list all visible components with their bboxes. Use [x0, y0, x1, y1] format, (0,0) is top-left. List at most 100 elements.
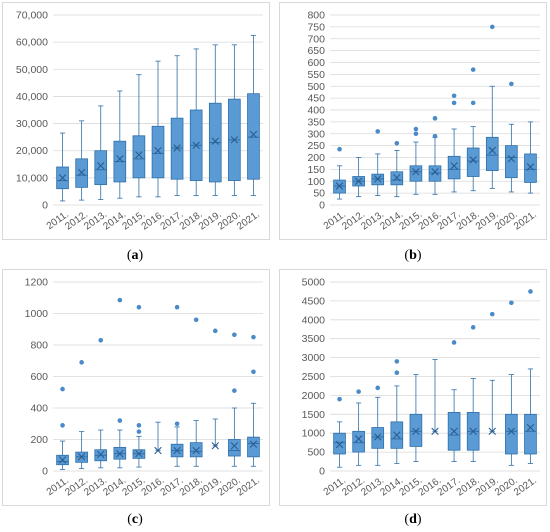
- chart-panel-b: 0 50 100 150 200 250 300 350 400 450 500 550 600 650 7…: [279, 2, 547, 240]
- outlier-point: [193, 317, 199, 323]
- mean-marker: [526, 423, 535, 432]
- mean-marker: [507, 154, 516, 163]
- box-2021: [247, 34, 260, 196]
- y-tick-label: 1500: [302, 409, 326, 421]
- outlier-point: [232, 388, 237, 393]
- outlier-point: [432, 133, 438, 139]
- box-2019: [211, 328, 219, 450]
- outlier-point: [489, 24, 495, 30]
- box-2020: [228, 332, 241, 467]
- box-body: [189, 442, 203, 458]
- caption-d-label: d: [409, 512, 417, 527]
- y-tick-label: 200: [307, 152, 325, 164]
- outlier-point: [509, 81, 514, 87]
- box-body: [505, 413, 518, 455]
- mean-marker: [393, 431, 401, 439]
- mean-marker: [412, 427, 420, 436]
- box-2017: [447, 93, 461, 193]
- box-body: [447, 155, 461, 180]
- outlier-point: [489, 311, 495, 317]
- mean-marker: [249, 440, 258, 448]
- outlier-point: [98, 337, 104, 343]
- mean-marker: [58, 456, 67, 464]
- box-body: [524, 153, 537, 183]
- y-tick-label: 4500: [302, 295, 326, 307]
- mean-marker: [97, 450, 105, 459]
- y-tick-label: 0: [42, 466, 48, 478]
- outlier-point: [136, 304, 142, 310]
- outlier-point: [470, 100, 476, 106]
- box-2016: [431, 359, 439, 436]
- chart-panel-a: 0 10,000 20,000 30,000 40,000 50,000 60,000 70,…: [2, 2, 270, 240]
- box-2015: [132, 74, 146, 198]
- mean-marker: [431, 168, 439, 176]
- y-tick-label: 150: [307, 164, 325, 176]
- box-2015: [409, 126, 423, 195]
- box-body: [485, 136, 499, 171]
- y-tick-label: 600: [30, 371, 48, 383]
- box-2013: [371, 385, 385, 466]
- y-tick-label: 1000: [302, 428, 326, 440]
- outlier-point: [136, 429, 142, 434]
- chart-svg-d: 0 500 1000 1500 2000 2500 3000 3500 4000 4500 5000…: [302, 277, 540, 498]
- box-2011: [56, 386, 69, 470]
- outlier-point: [174, 304, 180, 310]
- outlier-point: [337, 396, 342, 402]
- y-tick-label: 700: [307, 33, 325, 45]
- box-body: [333, 432, 346, 455]
- box-2011: [333, 396, 346, 468]
- mean-marker: [116, 449, 124, 458]
- outlier-point: [375, 385, 381, 391]
- y-tick-label: 750: [307, 21, 325, 33]
- box-body: [352, 430, 365, 453]
- mean-marker: [154, 147, 162, 155]
- y-tick-label: 3500: [302, 333, 326, 345]
- box-body: [505, 145, 518, 179]
- y-tick-label: 800: [307, 10, 325, 22]
- outlier-point: [394, 359, 400, 364]
- y-tick-label: 400: [307, 105, 325, 117]
- mean-marker: [173, 144, 181, 152]
- box-2013: [371, 129, 385, 196]
- mean-marker: [412, 168, 420, 176]
- chart-panel-d: 0 500 1000 1500 2000 2500 3000 3500 4000 4500 5000…: [279, 269, 547, 506]
- outlier-point: [212, 328, 218, 334]
- box-2012: [352, 389, 365, 466]
- outlier-point: [117, 297, 123, 303]
- outlier-point: [394, 370, 400, 376]
- mean-marker: [135, 449, 143, 458]
- y-tick-label: 450: [307, 93, 325, 105]
- outlier-point: [337, 146, 342, 152]
- mean-marker: [211, 442, 219, 450]
- mean-marker: [507, 427, 516, 436]
- mean-marker: [77, 168, 86, 177]
- box-2021: [524, 289, 537, 464]
- caption-c: (c): [127, 512, 143, 527]
- mean-marker: [374, 175, 382, 183]
- y-tick-label: 1200: [25, 277, 49, 289]
- y-tick-label: 1000: [25, 308, 49, 320]
- outlier-point: [60, 423, 65, 428]
- y-tick-label: 10,000: [16, 172, 48, 184]
- box-2018: [466, 325, 480, 462]
- y-tick-label: 20,000: [16, 145, 48, 157]
- box-2021: [247, 334, 260, 467]
- y-tick-label: 400: [30, 403, 48, 415]
- outlier-point: [451, 340, 457, 345]
- y-tick-label: 5000: [302, 277, 326, 289]
- outlier-point: [528, 289, 533, 294]
- mean-marker: [469, 427, 477, 436]
- outlier-point: [136, 423, 142, 428]
- mean-marker: [354, 177, 363, 185]
- outlier-point: [174, 421, 180, 427]
- box-2020: [228, 44, 241, 196]
- mean-marker: [116, 155, 124, 163]
- box-2012: [352, 157, 365, 198]
- outlier-point: [394, 140, 400, 146]
- chart-svg-c: 0200400600800100012002011.2012.2013.2014…: [25, 277, 263, 498]
- chart-svg-b: 0501001502002503003504004505005506006507…: [307, 10, 540, 232]
- y-tick-label: 2500: [302, 371, 326, 383]
- box-2014: [390, 140, 404, 198]
- mean-marker: [173, 446, 181, 455]
- box-2020: [505, 300, 518, 466]
